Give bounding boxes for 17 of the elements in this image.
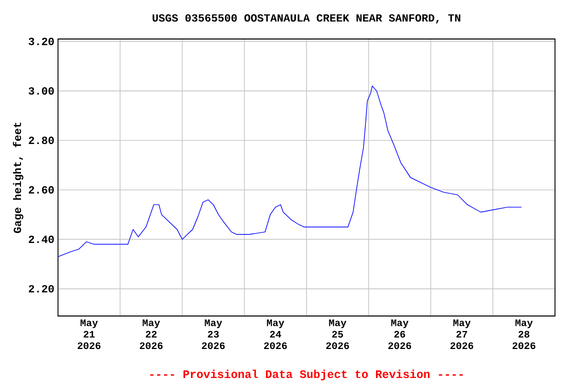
x-tick-label: May 23 2026 xyxy=(202,320,225,350)
y-tick-label: 2.40 xyxy=(28,236,54,244)
x-tick-label: May 27 2026 xyxy=(450,320,474,350)
y-tick-label: 2.60 xyxy=(28,186,54,194)
y-tick-label: 2.80 xyxy=(28,136,54,144)
y-tick-label: 3.20 xyxy=(28,38,54,46)
x-tick-label: May 25 2026 xyxy=(326,320,349,350)
x-tick-label: May 21 2026 xyxy=(78,320,100,350)
x-tick-label: May 26 2026 xyxy=(388,320,412,350)
chart-title: USGS 03565500 OOSTANAULA CREEK NEAR SANFORD, TN xyxy=(152,14,460,24)
y-tick-label: 3.00 xyxy=(28,87,54,95)
y-axis-title: Gage height, feet xyxy=(12,122,24,233)
y-tick-label: 2.20 xyxy=(28,285,54,293)
text: ---- Provisional Data Subject to Revision ---- xyxy=(150,370,463,380)
x-tick-label: May 24 2026 xyxy=(264,320,287,350)
x-tick-label: May 28 2026 xyxy=(512,320,536,350)
x-tick-label: May 22 2026 xyxy=(140,320,163,350)
